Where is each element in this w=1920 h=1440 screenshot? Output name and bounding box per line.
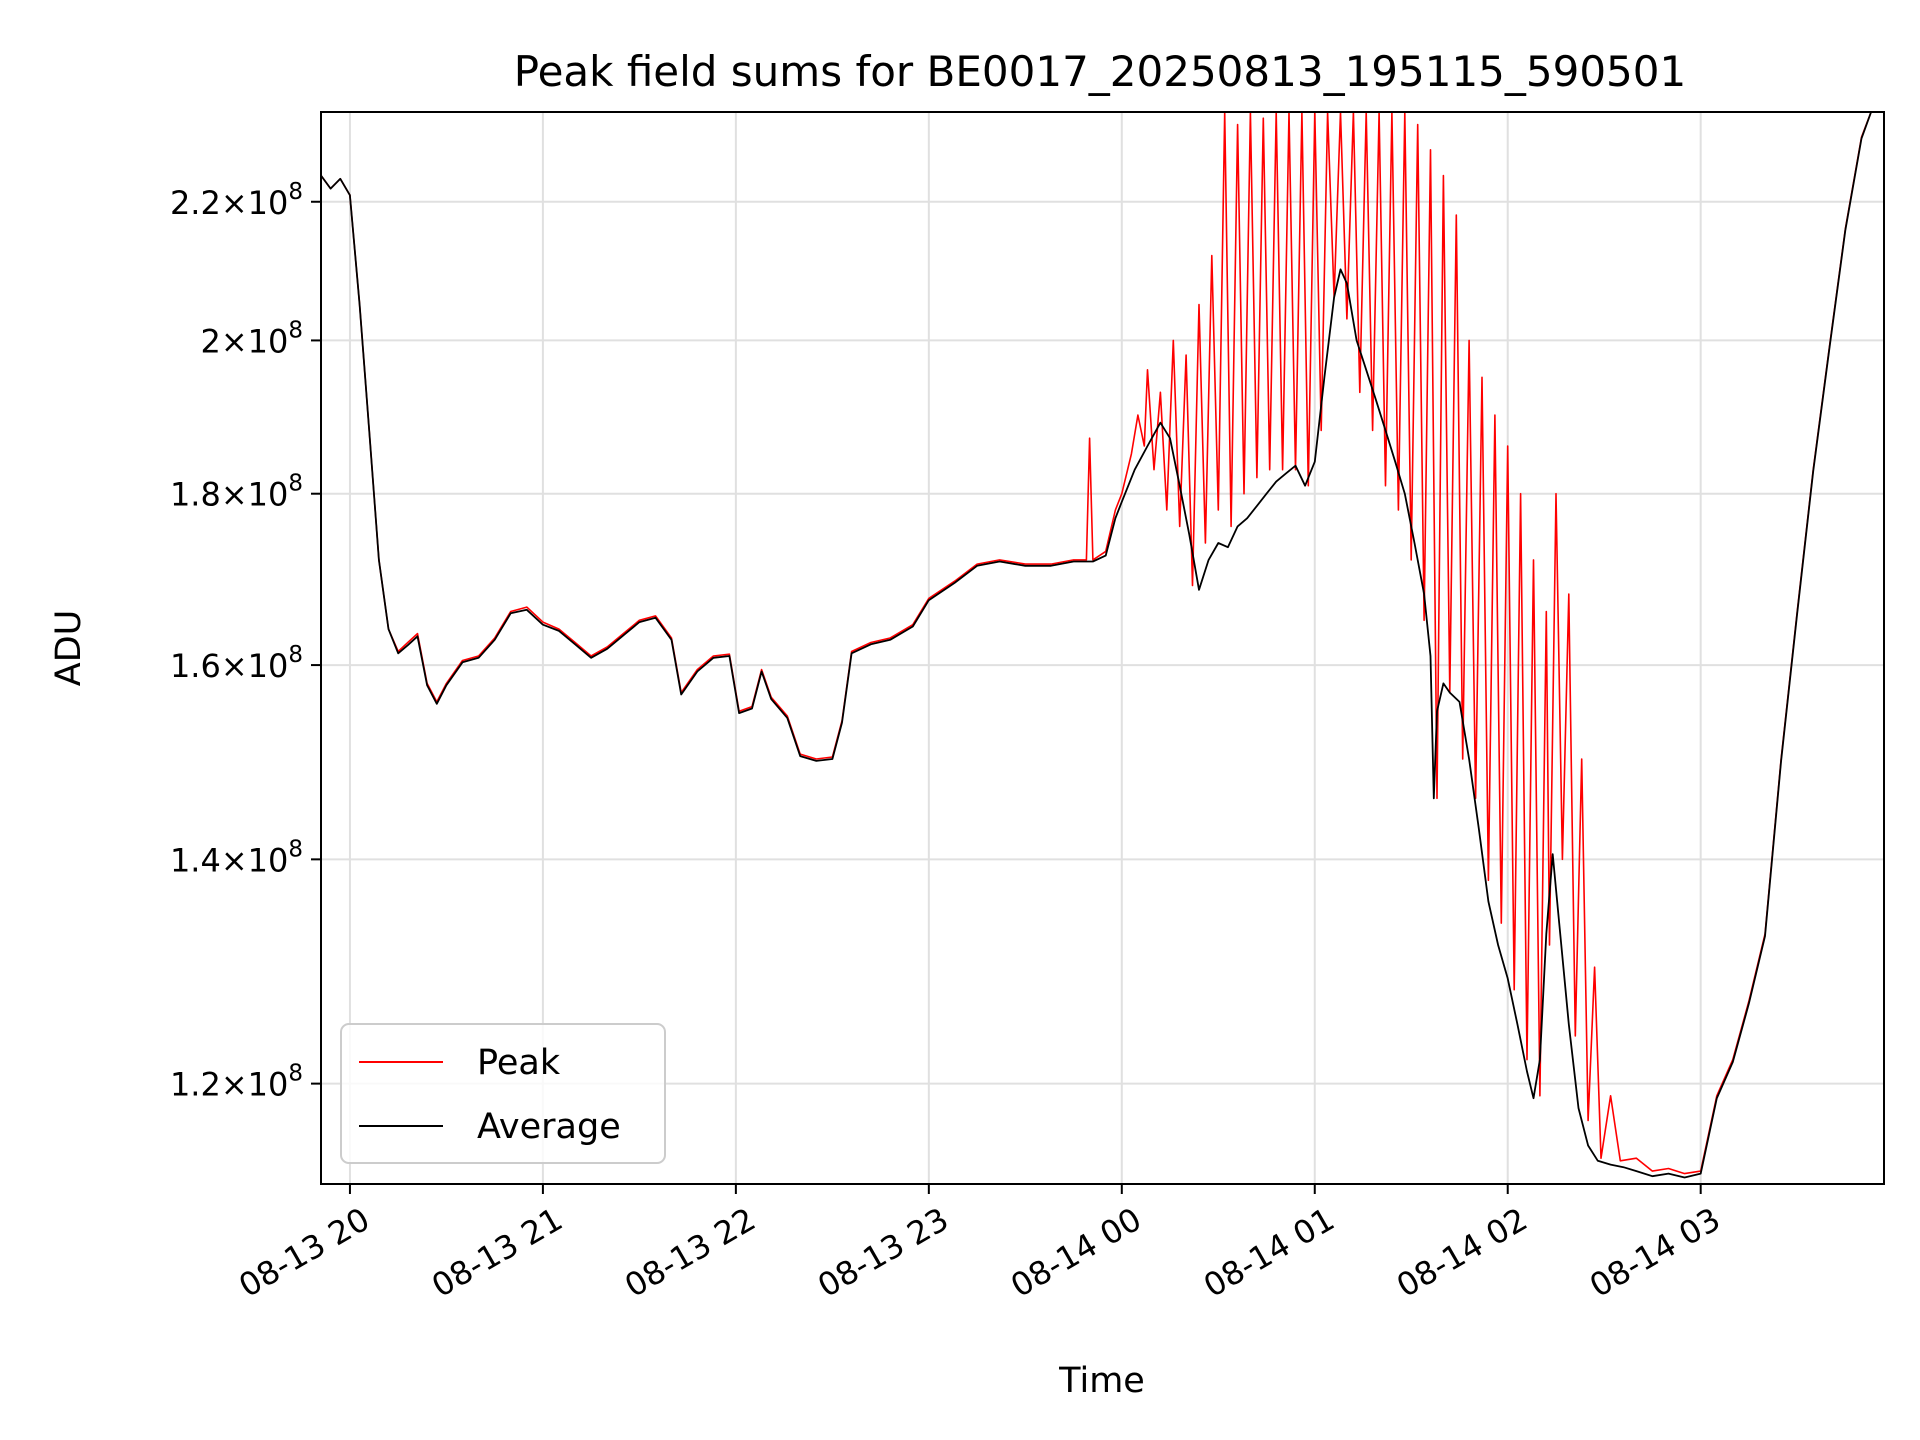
legend-label-peak: Peak <box>477 1043 561 1083</box>
y-tick-exponent: 8 <box>288 642 303 668</box>
y-tick-label: 2×108 <box>200 317 303 360</box>
legend: Peak Average <box>340 1023 666 1164</box>
series-line-peak <box>321 112 1884 1175</box>
y-tick-label: 1.4×108 <box>170 836 303 879</box>
y-tick-exponent: 8 <box>288 836 303 862</box>
chart-title: Peak field sums for BE0017_20250813_1951… <box>514 47 1686 96</box>
y-tick-mantissa: 1.8 <box>170 476 221 514</box>
y-tick-times: ×10 <box>221 1066 289 1104</box>
y-tick-label: 2.2×108 <box>170 179 303 222</box>
y-tick-mantissa: 2.2 <box>170 184 221 222</box>
y-tick-mantissa: 1.4 <box>170 841 221 879</box>
y-tick-mantissa: 1.6 <box>170 647 221 685</box>
y-tick-exponent: 8 <box>288 317 303 343</box>
series-line-average <box>321 112 1884 1179</box>
y-tick-times: ×10 <box>221 184 289 222</box>
y-tick-mantissa: 2 <box>200 322 220 360</box>
x-axis-label: Time <box>1058 1361 1145 1401</box>
plot-frame <box>320 111 1885 1185</box>
y-tick-times: ×10 <box>221 841 289 879</box>
y-tick-label: 1.8×108 <box>170 471 303 514</box>
y-tick-exponent: 8 <box>288 471 303 497</box>
y-tick-mantissa: 1.2 <box>170 1066 221 1104</box>
y-tick-times: ×10 <box>221 322 289 360</box>
legend-box <box>340 1023 666 1164</box>
y-tick-label: 1.2×108 <box>170 1061 303 1104</box>
y-tick-times: ×10 <box>221 476 289 514</box>
y-tick-times: ×10 <box>221 647 289 685</box>
series-layer <box>321 112 1884 1179</box>
legend-label-average: Average <box>477 1107 621 1147</box>
y-axis-label: ADU <box>49 610 89 687</box>
y-tick-exponent: 8 <box>288 1061 303 1087</box>
y-tick-exponent: 8 <box>288 179 303 205</box>
y-tick-label: 1.6×108 <box>170 642 303 685</box>
